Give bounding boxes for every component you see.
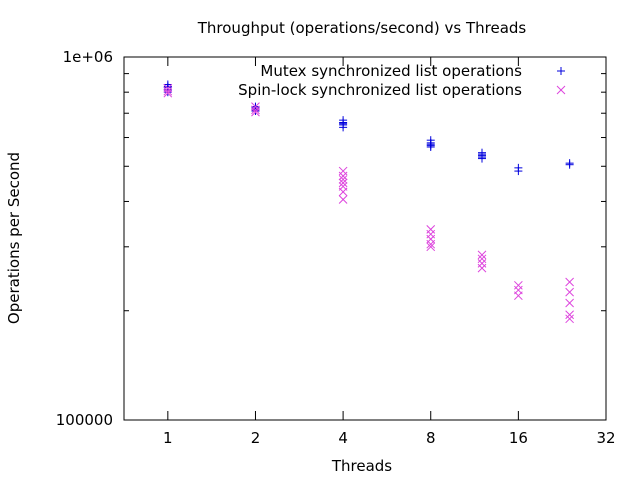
spinlock-point <box>163 86 173 96</box>
legend-marker-spinlock <box>556 85 566 95</box>
chart-title: Throughput (operations/second) vs Thread… <box>197 19 527 37</box>
x-tick-label: 1 <box>163 429 173 447</box>
plot-frame <box>123 56 607 421</box>
mutex-point <box>477 150 486 159</box>
x-tick-label: 8 <box>426 429 436 447</box>
spinlock-point <box>477 263 487 273</box>
data-points <box>163 80 574 324</box>
spinlock-point <box>251 107 260 117</box>
spinlock-point <box>426 239 436 249</box>
spinlock-point <box>251 105 260 115</box>
mutex-point <box>163 85 172 94</box>
spinlock-point <box>565 314 574 324</box>
legend-label-spinlock: Spin-lock synchronized list operations <box>238 81 522 99</box>
spinlock-point <box>477 254 487 264</box>
spinlock-point <box>426 242 436 252</box>
x-tick-label: 16 <box>509 429 528 447</box>
legend-marker-mutex <box>557 67 565 75</box>
x-tick-label: 2 <box>251 429 261 447</box>
y-axis-label: Operations per Second <box>5 152 23 324</box>
spinlock-point <box>163 88 173 98</box>
spinlock-point <box>338 175 348 184</box>
x-tick-label: 32 <box>596 429 615 447</box>
spinlock-point <box>565 310 574 320</box>
plot-axes: 100000 1e+06 1 2 4 8 16 32 <box>56 48 616 447</box>
mutex-point <box>426 143 435 152</box>
spinlock-point <box>514 291 523 301</box>
mutex-point <box>565 160 574 169</box>
spinlock-point <box>338 178 348 188</box>
y-tick-label: 100000 <box>56 411 113 429</box>
spinlock-point <box>565 277 574 287</box>
legend: Mutex synchronized list operationsSpin-l… <box>238 62 566 99</box>
spinlock-point <box>477 259 487 268</box>
spinlock-point <box>338 195 348 204</box>
x-axis-label: Threads <box>331 457 392 475</box>
spinlock-point <box>338 187 348 197</box>
x-tick-label: 4 <box>338 429 348 447</box>
mutex-point <box>339 119 348 128</box>
mutex-point <box>514 167 523 176</box>
spinlock-point <box>514 280 523 290</box>
spinlock-point <box>338 171 348 181</box>
legend-label-mutex: Mutex synchronized list operations <box>260 62 522 80</box>
spinlock-point <box>426 225 436 234</box>
y-tick-label: 1e+06 <box>63 48 113 66</box>
spinlock-point <box>477 250 487 260</box>
spinlock-point <box>565 287 574 297</box>
spinlock-point <box>565 298 574 308</box>
